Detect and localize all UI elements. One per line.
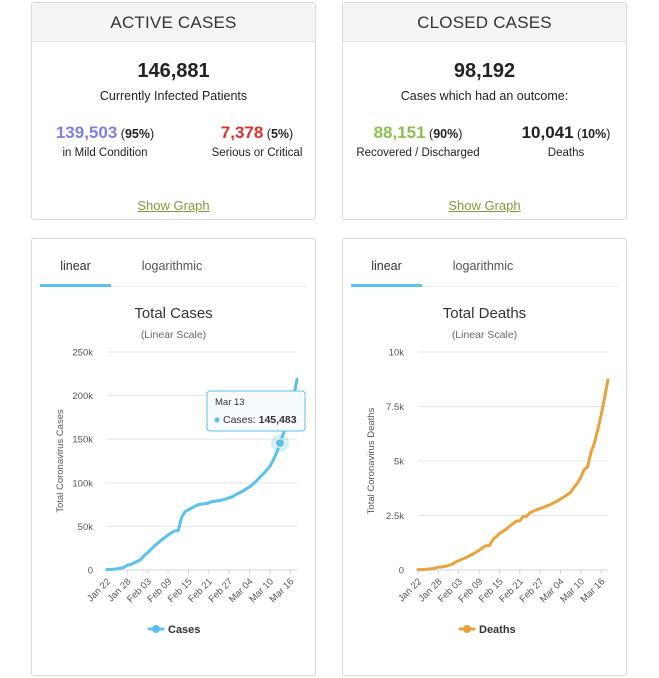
deaths-ytick-label: 7.5k bbox=[386, 402, 404, 413]
cases-chart-subtitle: (Linear Scale) bbox=[140, 329, 207, 341]
recovered-percent: 90% bbox=[433, 127, 459, 141]
deaths-y-axis-label: Total Coronavirus Deaths bbox=[366, 407, 377, 514]
cases-ytick-label: 250k bbox=[72, 348, 93, 359]
active-cases-card: ACTIVE CASES 146,881 Currently Infected … bbox=[31, 2, 316, 220]
closed-cases-card: CLOSED CASES 98,192 Cases which had an o… bbox=[342, 2, 627, 220]
recovered-label: Recovered / Discharged bbox=[356, 147, 480, 159]
tab-linear[interactable]: linear bbox=[40, 253, 111, 287]
cases-tooltip-date: Mar 13 bbox=[215, 397, 245, 408]
active-cases-title: ACTIVE CASES bbox=[32, 3, 315, 42]
tab-logarithmic[interactable]: logarithmic bbox=[452, 259, 514, 273]
active-total: 146,881 bbox=[137, 60, 210, 82]
cases-chart-card: linear logarithmic Total Cases (Linear S… bbox=[31, 238, 316, 676]
mild-count: 139,503 bbox=[55, 123, 118, 142]
cases-y-axis-label: Total Coronavirus Cases bbox=[55, 409, 66, 513]
cases-tooltip-box bbox=[206, 390, 306, 432]
mild-percent: 95% bbox=[124, 127, 150, 141]
cases-series-line bbox=[105, 377, 299, 571]
deaths-count: 10,041 bbox=[521, 123, 574, 142]
deaths-ytick-label: 2.5k bbox=[386, 511, 404, 522]
closed-total: 98,192 bbox=[453, 60, 516, 82]
active-show-graph-link[interactable]: Show Graph bbox=[137, 198, 210, 213]
deaths-ytick-label: 5k bbox=[394, 457, 404, 468]
deaths-legend-marker bbox=[463, 625, 471, 633]
deaths-percent: 10% bbox=[581, 127, 607, 141]
closed-show-graph-link[interactable]: Show Graph bbox=[448, 198, 521, 213]
deaths-legend-label: Deaths bbox=[479, 624, 516, 636]
cases-tooltip-dot bbox=[214, 417, 220, 423]
cases-scale-tabs: linear logarithmic bbox=[40, 253, 307, 287]
cases-ytick-label: 50k bbox=[78, 522, 94, 533]
serious-percent: 5% bbox=[270, 127, 290, 141]
serious-label: Serious or Critical bbox=[211, 147, 303, 159]
deaths-chart-card: linear logarithmic Total Deaths (Linear … bbox=[342, 238, 627, 676]
cases-tooltip-value: 145,483 bbox=[259, 414, 297, 426]
recovered-count: 88,151 bbox=[373, 123, 426, 142]
deaths-ytick-label: 0 bbox=[399, 566, 404, 577]
deaths-series-line bbox=[416, 378, 610, 572]
cases-ytick-label: 100k bbox=[72, 478, 93, 489]
closed-total-label: Cases which had an outcome: bbox=[400, 89, 569, 103]
cases-ytick-label: 0 bbox=[88, 566, 93, 577]
active-total-label: Currently Infected Patients bbox=[99, 89, 248, 103]
cases-legend-marker bbox=[152, 625, 160, 633]
tab-linear[interactable]: linear bbox=[351, 253, 422, 287]
cases-tooltip-label: Cases: 145,483 bbox=[223, 414, 297, 426]
cases-ytick-label: 150k bbox=[72, 435, 93, 446]
deaths-chart-title: Total Deaths bbox=[442, 305, 527, 322]
closed-cases-title: CLOSED CASES bbox=[343, 3, 626, 42]
cases-chart-title: Total Cases bbox=[134, 305, 213, 322]
deaths-label: Deaths bbox=[547, 147, 585, 159]
deaths-ytick-label: 10k bbox=[389, 348, 405, 359]
cases-ytick-label: 200k bbox=[72, 391, 93, 402]
tab-logarithmic[interactable]: logarithmic bbox=[141, 259, 203, 273]
serious-count: 7,378 bbox=[220, 123, 264, 142]
deaths-chart-subtitle: (Linear Scale) bbox=[451, 329, 518, 341]
cases-legend-label: Cases bbox=[168, 624, 200, 636]
cases-chart: 0 50k 100k 150k 200k 250k Total Coronavirus Ca… bbox=[55, 348, 306, 636]
deaths-scale-tabs: linear logarithmic bbox=[351, 253, 618, 287]
cases-hover-point bbox=[275, 438, 286, 449]
mild-label: in Mild Condition bbox=[62, 147, 148, 159]
